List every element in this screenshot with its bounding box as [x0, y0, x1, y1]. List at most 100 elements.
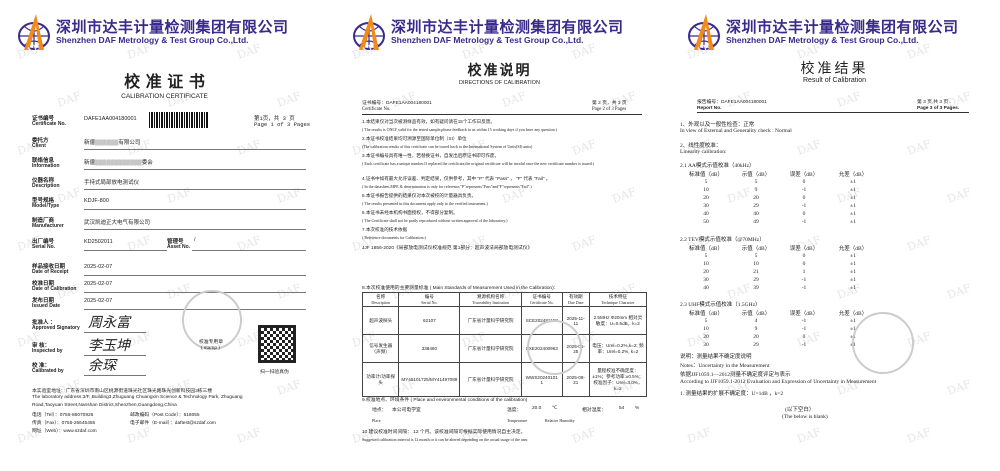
- watermark: DAF: [685, 425, 713, 446]
- item2-en: Linearity calibration:: [680, 149, 727, 155]
- note-en: ( The results is ONLY valid for the test…: [362, 127, 557, 132]
- field-underline: [84, 209, 306, 210]
- result-cell: -1: [801, 318, 807, 324]
- result-cell: 20: [703, 334, 709, 340]
- field-underline: [84, 149, 306, 150]
- page-number-cn: 第 2 页，共 3 页: [592, 101, 627, 106]
- official-stamp: [527, 320, 582, 375]
- result-cell: 10: [703, 187, 709, 193]
- result-cell: 0: [802, 179, 806, 185]
- header-cn: 有效期: [568, 294, 583, 299]
- result-cell: ±1: [850, 285, 856, 291]
- result-cell: -1: [801, 203, 807, 209]
- result-cell: 5: [704, 179, 708, 185]
- humidity-unit: %: [635, 406, 640, 411]
- result-row: 5 5 0 ±1: [680, 178, 878, 186]
- result-cell: 40: [703, 211, 709, 217]
- place-heading: 9.校准地点、环境条件 ( Place and environmental co…: [362, 398, 528, 403]
- result-cell: -1: [801, 187, 807, 193]
- table-cell: 62107: [398, 306, 461, 335]
- result-section: 2.1 AA模式示值校准（40kHz） 标准值（dB） 示值（dB） 误差（dB） 允差…: [680, 161, 878, 226]
- watermark: DAF: [905, 233, 933, 254]
- field-underline: [84, 250, 167, 251]
- result-row: 40 40 0 ±1: [680, 210, 878, 218]
- signature: 余琛: [88, 358, 116, 374]
- table-cell: 广东省计量科学研究院: [459, 334, 522, 363]
- table-cell: 功率计/功率探头: [361, 362, 400, 397]
- note-en: (The calibration results of this certifi…: [362, 144, 533, 149]
- standards-table: 名称 Description 编号 Serial No. 溯源机构名称 Traceabil…: [361, 292, 648, 397]
- table-cell: 338460: [398, 334, 461, 363]
- signature-underline: [84, 355, 146, 356]
- watermark: DAF: [835, 89, 863, 110]
- table-row: 超声波探头 62107 广东省计量科学研究院 SCE202481158 2025-11-…: [361, 306, 648, 335]
- table-header-row: 名称 Description 编号 Serial No. 溯源机构名称 Traceabil…: [361, 292, 648, 307]
- result-cell: 9: [754, 326, 758, 332]
- humidity-en: Relative Humidity: [545, 418, 575, 423]
- result-cell: 21: [753, 269, 759, 275]
- result-cell: 49: [753, 219, 759, 225]
- blank-note-cn: (以下空白）: [785, 407, 815, 413]
- result-cell: ±1: [850, 277, 856, 283]
- result-row: 30 29 -1 ±1: [680, 202, 878, 210]
- result-cell: 0: [802, 261, 806, 267]
- field-value: KDJF-800: [84, 198, 109, 204]
- watermark: DAF: [795, 137, 823, 158]
- company-name-en: Shenzhen DAF Metrology & Test Group Co.,…: [391, 35, 584, 45]
- result-cell: 5: [704, 318, 708, 324]
- result-cell: 0: [802, 253, 806, 259]
- table-cell: 量程校准不确定度：±1%；参考功率:±0.5%；校准因子：Urel=3.0%，k…: [588, 362, 648, 397]
- result-cell: ±1: [850, 203, 856, 209]
- reference-doc: JJF 1856-2020《局部放电测试仪校准规范 第1部分：超声波法局部放电测…: [362, 246, 533, 251]
- signature-underline: [84, 332, 146, 333]
- stamp-label-cn: 校准专用章: [199, 340, 223, 345]
- page-title: 校准结果: [800, 60, 869, 76]
- result-cell: 5: [754, 179, 758, 185]
- watermark: DAF: [275, 377, 303, 398]
- result-cell: 0: [802, 195, 806, 201]
- asset-label-en: Asset No.: [167, 244, 191, 250]
- result-cell: ±1: [850, 261, 856, 267]
- header-en: Technique Character: [601, 300, 635, 305]
- field-value: DAFE1AA004180001: [84, 116, 137, 122]
- field-value: KD2502011: [84, 239, 113, 245]
- result-row: 10 9 -1 ±1: [680, 325, 878, 333]
- section-title: 2.2 TEV模式示值校准（@70MHz）: [680, 237, 765, 243]
- field-value: 武汉凯迪正大电气有限公司: [84, 220, 151, 226]
- column-header: 示值（dB）: [741, 245, 771, 252]
- table-row: 信号发生器（声频） 338460 广东省计量科学研究院 SXE202400963 202…: [361, 334, 648, 363]
- table-header-cell: 技术特征 Technique Character: [588, 292, 648, 307]
- result-cell: 29: [753, 203, 759, 209]
- result-cell: 4: [754, 318, 758, 324]
- result-header-row: 标准值（dB） 示值（dB） 误差（dB） 允差（dB）: [680, 243, 878, 252]
- standards-heading: 8.本次校准使用的主要测量标准 ( Main Standards of Meas…: [362, 286, 556, 291]
- signatory-label-en: Calibrated by: [32, 368, 64, 374]
- field-label-cn: 样品接收日期: [32, 264, 66, 270]
- result-cell: ±1: [850, 253, 856, 259]
- result-cell: 39: [753, 285, 759, 291]
- table-header-cell: 有效期 Due Date: [561, 292, 590, 307]
- header-en: Due Date: [568, 300, 584, 305]
- field-label-en: Certificate No.: [32, 121, 66, 127]
- company-logo: 深圳市达丰计量检测集团有限公司 Shenzhen DAF Metrology & …: [686, 12, 986, 54]
- address-line: 本实验室地址：广东省深圳市南山区桃源街道珠光社区珠光路珠光创新科技园3栋三楼: [32, 389, 213, 394]
- item1-en: In view of External and Generality check…: [680, 128, 792, 134]
- field-value: 2025-02-07: [84, 281, 113, 287]
- address-line: Road,Taoyuan Street,Nanshan District,She…: [32, 403, 177, 408]
- signature-underline: [84, 375, 146, 376]
- field-label-cn: 制造厂商: [32, 218, 55, 224]
- temperature-label: 温度：: [507, 408, 522, 413]
- result-cell: ±1: [850, 318, 856, 324]
- address-line: 传真（Fax）：0755-26645455: [32, 421, 96, 426]
- header-en: Traceability Institution: [472, 300, 509, 305]
- result-row: 10 9 -1 ±1: [680, 186, 878, 194]
- certificate-page-3: 深圳市达丰计量检测集团有限公司 Shenzhen DAF Metrology & …: [672, 0, 997, 471]
- note-en: ( In the datasheet,MPE & determination i…: [362, 184, 532, 189]
- page-number-en: Page 3 of 3 Pages.: [917, 106, 960, 111]
- field-label-cn: 校准日期: [32, 281, 55, 287]
- notes-cn: 说明：测量结果不确定度说明: [680, 354, 752, 360]
- result-row: 20 20 0 ±1: [680, 194, 878, 202]
- company-name-cn: 深圳市达丰计量检测集团有限公司: [391, 19, 624, 36]
- signatory-label-cn: 校 准：: [32, 363, 51, 369]
- field-label-en: Information: [32, 163, 60, 169]
